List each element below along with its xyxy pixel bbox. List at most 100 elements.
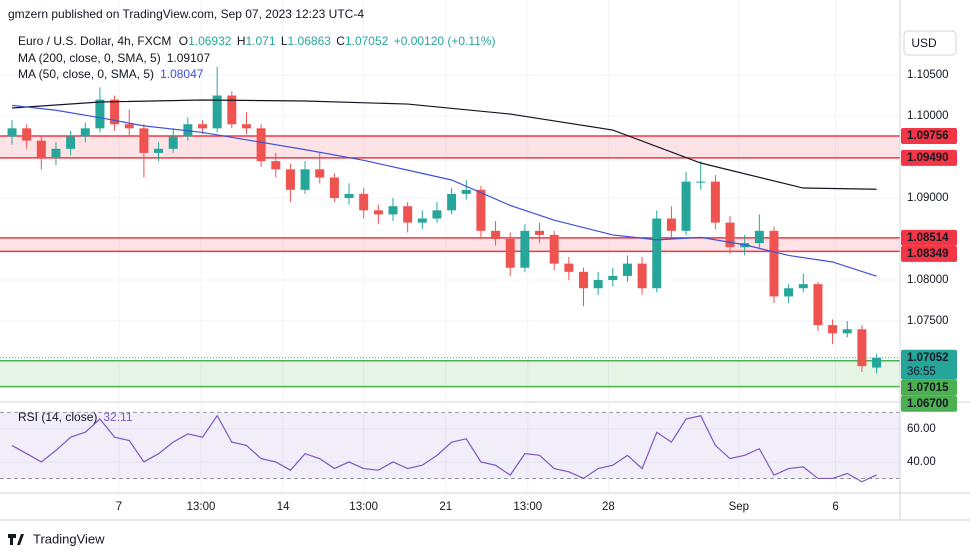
candle-body [872,357,882,368]
legend-value: 1.09107 [167,51,211,65]
ohlc-value: 1.06932 [188,34,232,48]
price-tag-label: 1.08349 [907,248,949,260]
candle-body [608,275,618,281]
x-tick-label: 13:00 [513,501,542,513]
ohlc-key: H [237,34,246,48]
ma-line [11,104,877,277]
candle-body [754,230,764,244]
candle-body [784,288,794,297]
candle-body [388,206,398,215]
ohlc-value: 1.07052 [345,34,389,48]
candle-body [710,181,720,223]
candle-body [300,169,310,190]
price-tag [901,128,957,145]
rsi-line [11,414,877,483]
y-tick-label: 60.00 [907,423,936,435]
candle-body [139,128,149,153]
candle-body [124,124,134,129]
price-tag [901,229,957,246]
candle-body [344,193,354,199]
candle-body [476,189,486,231]
candle-body [373,210,383,215]
candle-body [271,161,281,170]
candle-body [329,177,339,199]
candle-body [22,128,32,141]
candle-body [681,181,691,231]
candle-body [168,136,178,149]
change: +0.00120 (+0.11%) [394,34,496,48]
legend-entry: MA (50, close, 0, SMA, 5) [18,67,154,81]
zone [0,136,900,158]
price-tag [901,349,957,380]
candles [7,66,882,374]
legend-value: 32.11 [103,410,132,424]
y-tick-label: 40.00 [907,456,936,468]
zone [0,360,900,387]
x-tick-label: 13:00 [187,501,216,513]
y-tick-label: 1.09000 [907,192,949,204]
published-note: gmzern published on TradingView.com, Sep… [8,7,364,21]
candle-body [520,230,530,268]
ohlc-key: O [179,34,188,48]
currency[interactable]: USD [911,36,937,50]
ohlc-value: 1.06863 [288,34,332,48]
currency-button[interactable] [903,30,957,56]
logo-text: TradingView [33,531,105,546]
candle-body [315,169,325,178]
candle-body [725,222,735,248]
candle-body [359,193,369,211]
candle-body [285,169,295,190]
candle-body [212,95,222,129]
ohlc-key: L [281,34,288,48]
price-tag-label: 1.07052 [907,352,949,364]
candle-body [36,140,46,158]
y-tick-label: 1.10000 [907,110,949,122]
candle-body [198,124,208,129]
candle-body [66,136,76,149]
x-tick-label: 6 [832,501,838,513]
y-tick-label: 1.08000 [907,274,949,286]
candle-body [51,148,61,158]
candle-body [432,210,442,219]
candle-body [491,230,501,240]
candle-body [549,234,559,264]
candle-body [417,218,427,223]
price-tag-label: 1.09756 [907,130,949,142]
zone [0,237,900,252]
candle-body [241,124,251,129]
countdown: 36:55 [907,366,936,378]
candle-body [154,148,164,153]
x-tick-label: Sep [729,501,749,513]
ma-legend: MA (200, close, 0, SMA, 5) 1.09107 [18,51,210,65]
candle-body [798,284,808,289]
candle-body [842,329,852,334]
price-tag-label: 1.07015 [907,382,949,394]
candle-body [505,239,515,268]
candle-body [578,271,588,289]
x-tick-label: 21 [439,501,452,513]
chart-title: Euro / U.S. Dollar, 4h, FXCM [18,34,171,48]
candle-body [256,128,266,162]
legend-value: 1.08047 [160,67,204,81]
price-tag-label: 1.06700 [907,398,949,410]
price-tag [901,245,957,262]
candle-body [593,280,603,289]
candle-body [652,218,662,289]
price-tag-label: 1.08514 [907,232,949,244]
legend-entry: MA (200, close, 0, SMA, 5) [18,51,161,65]
price-tag [901,379,957,396]
rsi-panel [0,411,900,483]
logo: TradingView [8,531,105,546]
candle-body [813,284,823,326]
rsi-legend: RSI (14, close) 32.11 [18,410,133,424]
x-tick-label: 14 [277,501,290,513]
candle-body [637,263,647,289]
axes: 7 13:00 14 13:00 21 13:00 28 Sep 6 1.10500 1.10000… [116,69,957,513]
candle-body [7,128,17,137]
legend-entry: RSI (14, close) [18,410,97,424]
y-tick-label: 1.10500 [907,69,949,81]
candle-body [622,263,632,276]
candle-body [769,230,779,297]
